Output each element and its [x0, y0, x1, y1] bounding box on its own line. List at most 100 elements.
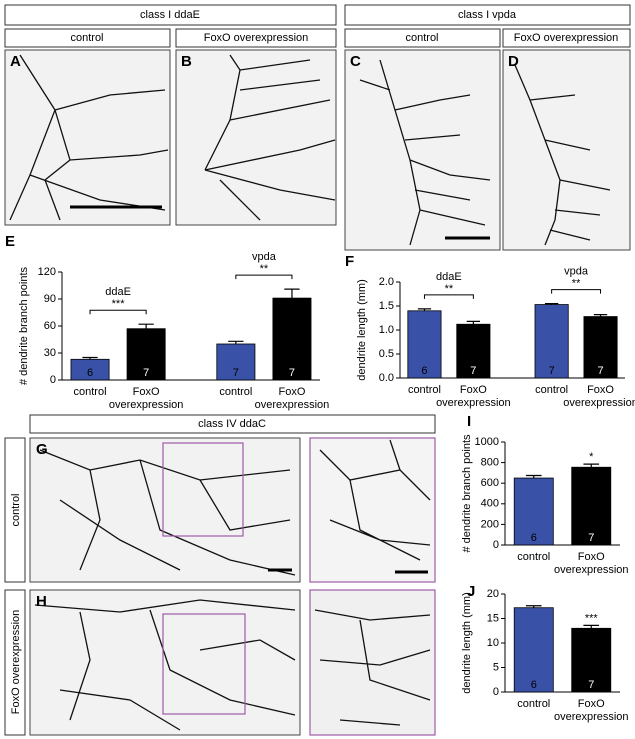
- subheader-box: [175, 28, 337, 48]
- micrograph: [4, 49, 171, 226]
- significance-bracket: [235, 274, 293, 280]
- bar: [571, 627, 612, 693]
- y-tick-label: 0: [50, 374, 56, 386]
- bracket-label: ddaE: [436, 271, 462, 283]
- panel-letter: G: [36, 441, 48, 458]
- bar: [272, 297, 312, 381]
- neuron: [514, 64, 611, 246]
- header: class I vpda: [458, 9, 517, 21]
- micrograph: [344, 49, 501, 251]
- y-tick-label: 10: [487, 637, 499, 649]
- n-label: 6: [531, 532, 537, 544]
- error-bar: [593, 314, 608, 317]
- neuron: [34, 599, 296, 731]
- panel-letter: D: [508, 53, 519, 70]
- significance: ***: [112, 298, 126, 310]
- subheader: FoxO overexpression: [204, 32, 309, 44]
- subheader-box: [344, 28, 501, 48]
- n-label: 7: [588, 679, 594, 691]
- panel-letter: J: [467, 583, 475, 600]
- panel-letter: H: [36, 593, 47, 610]
- subheader-box: [4, 28, 171, 48]
- n-label: 7: [597, 365, 603, 377]
- error-bar: [284, 288, 300, 299]
- micrograph: [502, 49, 631, 251]
- error-bar: [138, 323, 154, 329]
- n-label: 6: [421, 365, 427, 377]
- inset: [309, 437, 436, 583]
- neuron: [9, 54, 169, 221]
- n-label: 7: [143, 367, 149, 379]
- y-tick-label: 20: [487, 588, 499, 600]
- significance: ***: [585, 612, 599, 624]
- header: class I ddaE: [140, 9, 200, 21]
- x-tick-label: FoxO overexpression: [109, 386, 184, 411]
- bar: [513, 607, 554, 693]
- panel-letter: C: [350, 53, 361, 70]
- x-tick-label: FoxO overexpression: [255, 386, 330, 411]
- row-label-box: [4, 437, 26, 583]
- x-tick-label: control: [517, 551, 550, 563]
- bracket-label: vpda: [564, 266, 589, 278]
- neuron: [319, 439, 431, 561]
- y-tick-label: 0: [493, 539, 499, 551]
- y-tick-label: 30: [44, 347, 56, 359]
- subheader: control: [70, 32, 103, 44]
- y-axis-label: dendrite length (mm): [356, 279, 368, 381]
- significance: **: [572, 278, 581, 290]
- x-tick-label: FoxO overexpression: [554, 551, 629, 576]
- header: class IV ddaC: [198, 418, 266, 430]
- x-tick-label: control: [535, 384, 568, 396]
- y-tick-label: 60: [44, 320, 56, 332]
- significance-bracket: [551, 289, 602, 294]
- error-bar: [525, 605, 542, 608]
- error-bar: [417, 308, 432, 311]
- n-label: 7: [588, 532, 594, 544]
- micrograph: [29, 437, 301, 583]
- row-label-box: [4, 589, 26, 736]
- bar: [407, 310, 442, 379]
- neuron: [39, 449, 296, 576]
- error-bar: [583, 624, 600, 629]
- neuron: [359, 59, 491, 246]
- y-tick-label: 200: [481, 518, 499, 530]
- y-axis-label: # dendrite branch points: [18, 266, 30, 385]
- header-box: [344, 4, 631, 26]
- n-label: 6: [87, 367, 93, 379]
- x-tick-label: control: [517, 698, 550, 710]
- x-tick-label: control: [408, 384, 441, 396]
- row-label: FoxO overexpression: [10, 610, 22, 715]
- n-label: 6: [531, 679, 537, 691]
- y-tick-label: 600: [481, 477, 499, 489]
- bracket-label: vpda: [252, 251, 277, 263]
- y-axis-label: dendrite length (mm): [461, 592, 473, 694]
- n-label: 7: [233, 367, 239, 379]
- y-tick-label: 400: [481, 498, 499, 510]
- subheader: control: [405, 32, 438, 44]
- y-tick-label: 0: [493, 686, 499, 698]
- x-tick-label: FoxO overexpression: [436, 384, 511, 409]
- header-box: [4, 4, 337, 26]
- x-tick-label: control: [219, 386, 252, 398]
- significance: *: [589, 451, 594, 463]
- x-tick-label: control: [74, 386, 107, 398]
- micrograph: [29, 589, 301, 736]
- panel-letter: A: [10, 53, 21, 70]
- error-bar: [228, 340, 244, 344]
- inset-frame: [162, 613, 246, 715]
- x-tick-label: FoxO overexpression: [554, 698, 629, 723]
- n-label: 7: [289, 367, 295, 379]
- inset: [309, 589, 436, 736]
- inset-frame: [162, 442, 244, 537]
- error-bar: [583, 463, 600, 468]
- bracket-label: ddaE: [105, 286, 131, 298]
- subheader-box: [502, 28, 631, 48]
- header-box: [29, 414, 436, 434]
- y-tick-label: 1000: [475, 436, 499, 448]
- n-label: 7: [470, 365, 476, 377]
- bar: [456, 323, 491, 379]
- subheader: FoxO overexpression: [514, 32, 619, 44]
- y-axis-label: # dendrite branch points: [461, 434, 473, 553]
- panel-letter: E: [5, 233, 15, 250]
